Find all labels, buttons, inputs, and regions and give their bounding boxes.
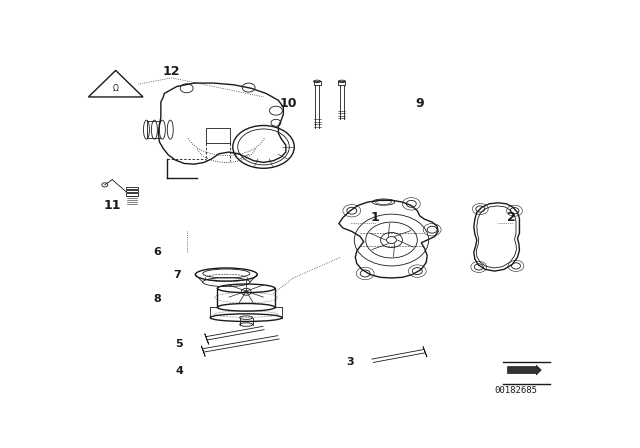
Text: 11: 11 [104,199,121,212]
Text: 4: 4 [175,366,183,376]
Text: 00182685: 00182685 [494,386,537,395]
Bar [314,82,321,86]
Text: 1: 1 [371,211,380,224]
Text: 7: 7 [173,270,180,280]
Polygon shape [508,365,541,375]
Text: 6: 6 [153,247,161,257]
Bar [126,193,138,195]
Bar [339,82,346,86]
Text: 8: 8 [153,294,161,304]
Bar [126,190,138,193]
Text: 5: 5 [175,339,183,349]
Bar [126,186,138,190]
Text: Ω: Ω [113,84,118,93]
Text: 2: 2 [507,211,516,224]
Text: 12: 12 [163,65,180,78]
Text: 10: 10 [280,97,297,110]
Bar [207,128,230,143]
Text: 9: 9 [415,97,424,110]
Text: 3: 3 [346,358,354,367]
